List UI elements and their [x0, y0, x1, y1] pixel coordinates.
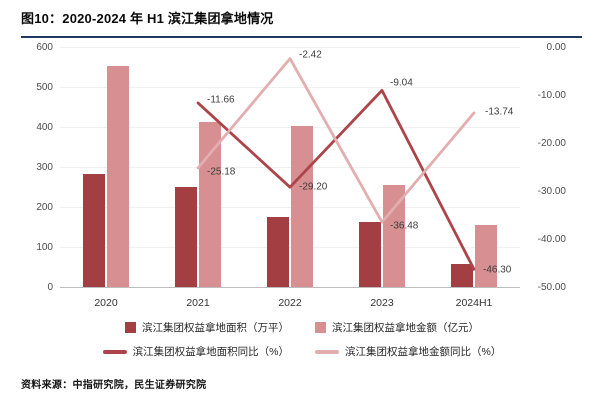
x-tick-label: 2023 [370, 297, 394, 309]
legend-label: 滨江集团权益拿地金额同比（%） [345, 346, 502, 358]
bar-area-2020 [83, 174, 105, 287]
line-data-label: -36.48 [390, 220, 419, 232]
legend-row: 滨江集团权益拿地面积（万平） 滨江集团权益拿地金额（亿元） [0, 320, 604, 335]
x-tick-label: 2020 [94, 297, 118, 309]
plot-area: -11.66 -29.20 -9.04 -46.30 -25.18 -2.42 -36.48… [60, 47, 520, 288]
line-data-label: -2.42 [299, 49, 322, 61]
bar-amount-2020 [107, 66, 129, 287]
left-y-tick-label: 100 [36, 242, 53, 253]
right-y-tick-label: -30.00 [537, 186, 566, 197]
x-tick-label: 2022 [278, 297, 302, 309]
legend-line-icon [315, 349, 339, 354]
bar-area-2021 [175, 187, 197, 287]
legend-swatch-icon [125, 322, 136, 333]
gridline [60, 127, 520, 128]
left-y-tick-label: 600 [36, 42, 53, 53]
lines-layer [196, 57, 476, 271]
line-data-label: -13.74 [485, 106, 514, 118]
figure-title-row: 图10：2020-2024 年 H1 滨江集团拿地情况 [21, 8, 582, 38]
left-y-tick-label: 300 [36, 162, 53, 173]
x-tick-label: 2021 [186, 297, 210, 309]
left-y-tick-label: 500 [36, 82, 53, 93]
chart-area: 600 500 400 300 200 100 0 0.00 -10.00 -20.00 -30.… [0, 38, 604, 314]
line-data-label: -29.20 [299, 181, 328, 193]
right-y-tick-label: -10.00 [537, 90, 566, 101]
left-y-tick-label: 400 [36, 122, 53, 133]
x-axis-baseline [60, 287, 520, 288]
bar-amount-2022 [291, 125, 313, 287]
source-note: 资料来源：中指研究院，民生证券研究院 [21, 380, 207, 391]
bar-area-2022 [267, 217, 289, 287]
legend-item: 滨江集团权益拿地面积（万平） [125, 320, 289, 335]
right-y-tick-label: -40.00 [537, 234, 566, 245]
gridline [60, 207, 520, 208]
gridline [60, 87, 520, 88]
line-data-label: -11.66 [207, 94, 235, 106]
right-y-tick-label: -20.00 [537, 138, 566, 149]
legend-label: 滨江集团权益拿地面积同比（%） [132, 346, 289, 358]
line-data-label: -46.30 [483, 264, 512, 276]
line-amount-yoy [196, 57, 476, 224]
left-y-tick-label: 200 [36, 202, 53, 213]
gridline [60, 247, 520, 248]
line-data-label: -9.04 [390, 77, 413, 89]
bar-amount-2021 [199, 121, 221, 287]
legend-item: 滨江集团权益拿地金额（亿元） [315, 320, 479, 335]
gridline [60, 167, 520, 168]
right-y-tick-label: -50.00 [537, 282, 566, 293]
x-tick-label: 2024H1 [455, 297, 493, 309]
gridline [60, 47, 520, 48]
figure-title: 图10：2020-2024 年 H1 滨江集团拿地情况 [21, 11, 274, 26]
bar-area-2023 [359, 222, 381, 287]
legend-item: 滨江集团权益拿地面积同比（%） [102, 344, 289, 359]
legend-label: 滨江集团权益拿地金额（亿元） [332, 322, 479, 334]
legend-swatch-icon [315, 322, 326, 333]
line-data-label: -25.18 [207, 166, 236, 178]
legend-line-icon [102, 349, 127, 354]
bar-area-2024H1 [451, 264, 473, 287]
legend-label: 滨江集团权益拿地面积（万平） [142, 322, 289, 334]
left-y-tick-label: 0 [47, 282, 53, 293]
bar-amount-2023 [383, 185, 405, 287]
right-y-tick-label: 0.00 [546, 42, 566, 53]
legend: 滨江集团权益拿地面积（万平） 滨江集团权益拿地金额（亿元） 滨江集团权益拿地面积同比… [0, 320, 604, 368]
legend-row: 滨江集团权益拿地面积同比（%） 滨江集团权益拿地金额同比（%） [0, 344, 604, 359]
legend-item: 滨江集团权益拿地金额同比（%） [315, 344, 501, 359]
bar-amount-2024H1 [475, 225, 497, 287]
